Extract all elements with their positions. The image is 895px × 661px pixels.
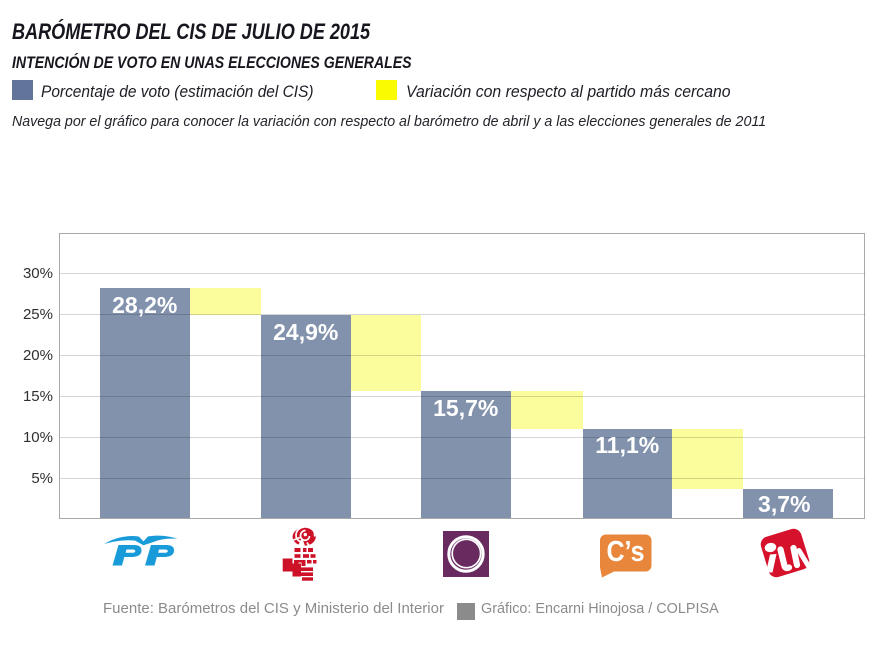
svg-text:C’s: C’s xyxy=(607,536,645,568)
